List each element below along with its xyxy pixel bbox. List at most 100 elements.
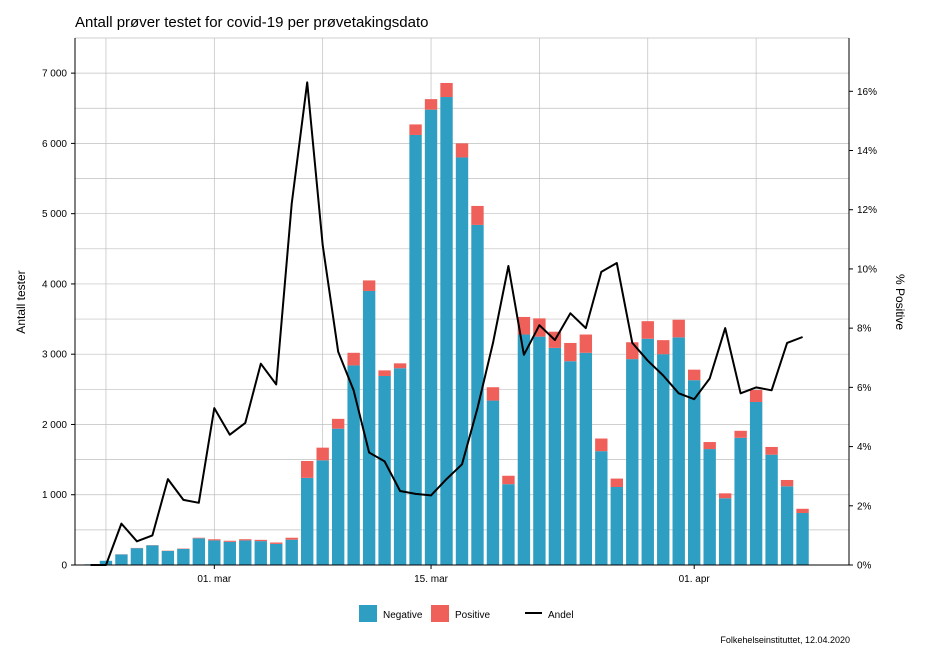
legend-label-andel: Andel: [548, 610, 574, 621]
bar-negative: [162, 551, 174, 565]
bar-negative: [502, 484, 514, 565]
bar-positive: [409, 124, 421, 135]
bar-negative: [146, 545, 158, 565]
bar-negative: [270, 544, 282, 565]
bar-negative: [703, 449, 715, 565]
bar-negative: [595, 451, 607, 565]
bar-negative: [177, 549, 189, 565]
bar-negative: [471, 225, 483, 565]
y2-tick-label: 12%: [857, 205, 877, 216]
bar-negative: [409, 135, 421, 565]
y2-tick-label: 14%: [857, 146, 877, 157]
y2-tick-label: 2%: [857, 501, 872, 512]
y-tick-label: 6 000: [42, 139, 67, 150]
bar-negative: [688, 380, 700, 565]
bar-positive: [347, 353, 359, 366]
bar-negative: [347, 365, 359, 565]
bar-negative: [286, 540, 298, 565]
bar-negative: [115, 554, 127, 565]
bar-positive: [301, 461, 313, 478]
legend-label-negative: Negative: [383, 610, 423, 621]
bar-positive: [224, 541, 236, 542]
y-tick-label: 2 000: [42, 420, 67, 431]
legend: Negative Positive Andel: [359, 605, 574, 622]
y-tick-label: 1 000: [42, 490, 67, 501]
bar-positive: [363, 280, 375, 291]
bar-positive: [332, 419, 344, 429]
bar-negative: [642, 339, 654, 565]
bar-positive: [781, 480, 793, 486]
legend-swatch-positive: [431, 605, 449, 622]
bar-positive: [796, 509, 808, 513]
bar-positive: [642, 321, 654, 339]
y-tick-label: 5 000: [42, 209, 67, 220]
bar-positive: [595, 439, 607, 452]
bar-negative: [239, 540, 251, 565]
y-axis-title: Antall tester: [14, 270, 28, 333]
bar-positive: [703, 442, 715, 449]
bar-negative: [549, 348, 561, 565]
bar-negative: [781, 486, 793, 565]
y2-tick-label: 16%: [857, 87, 877, 98]
x-tick-label: 01. apr: [679, 574, 711, 585]
bar-positive: [286, 538, 298, 540]
bar-negative: [518, 335, 530, 565]
bar-positive: [657, 340, 669, 354]
bar-negative: [796, 513, 808, 565]
bar-positive: [688, 370, 700, 381]
bar-positive: [626, 342, 638, 359]
bar-negative: [363, 291, 375, 565]
y2-axis-title: % Positive: [893, 274, 907, 330]
bar-negative: [626, 359, 638, 565]
bar-positive: [471, 206, 483, 225]
y-tick-label: 0: [61, 561, 67, 572]
bar-negative: [657, 354, 669, 565]
bar-negative: [734, 438, 746, 565]
bar-negative: [394, 368, 406, 565]
y2-tick-label: 6%: [857, 383, 872, 394]
bar-negative: [301, 478, 313, 565]
legend-swatch-negative: [359, 605, 377, 622]
bar-positive: [719, 493, 731, 498]
bar-negative: [193, 538, 205, 565]
bar-negative: [316, 460, 328, 565]
legend-label-positive: Positive: [455, 610, 490, 621]
bar-negative: [131, 548, 143, 565]
bar-positive: [440, 83, 452, 97]
y2-tick-label: 4%: [857, 442, 872, 453]
bar-negative: [719, 498, 731, 565]
bar-positive: [425, 99, 437, 110]
source-credit: Folkehelseinstituttet, 12.04.2020: [720, 635, 850, 645]
x-tick-label: 15. mar: [414, 574, 449, 585]
y-tick-label: 7 000: [42, 69, 67, 80]
bar-negative: [456, 157, 468, 565]
bar-negative: [673, 337, 685, 565]
bar-positive: [502, 476, 514, 484]
bar-positive: [750, 390, 762, 402]
bar-positive: [765, 447, 777, 455]
bar-negative: [750, 402, 762, 565]
bar-positive: [270, 543, 282, 544]
bar-negative: [208, 540, 220, 565]
y-tick-label: 3 000: [42, 350, 67, 361]
bar-positive: [611, 479, 623, 487]
bar-negative: [224, 542, 236, 565]
bar-negative: [533, 337, 545, 565]
y2-tick-label: 0%: [857, 561, 872, 572]
bar-positive: [564, 343, 576, 361]
bar-negative: [332, 429, 344, 565]
bar-negative: [564, 361, 576, 565]
bar-positive: [316, 448, 328, 461]
bar-positive: [208, 539, 220, 540]
bar-positive: [734, 431, 746, 438]
y-tick-label: 4 000: [42, 279, 67, 290]
bar-positive: [394, 363, 406, 368]
y2-tick-label: 10%: [857, 264, 877, 275]
bar-positive: [378, 370, 390, 376]
bar-positive: [673, 320, 685, 338]
bar-positive: [255, 540, 267, 541]
bar-positive: [193, 538, 205, 539]
bars: [84, 83, 808, 565]
